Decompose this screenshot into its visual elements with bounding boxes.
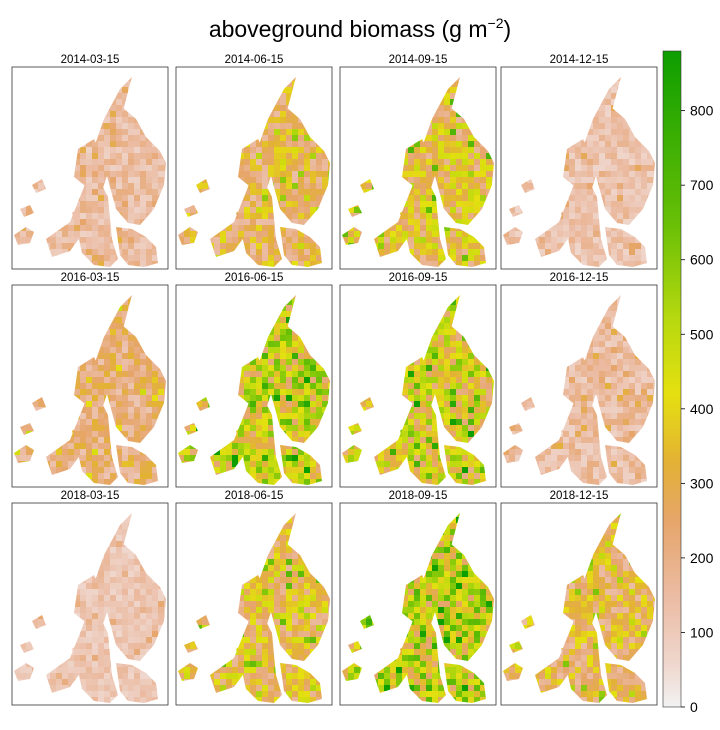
map-panel: 2016-06-15 — [175, 272, 333, 488]
panel-date-label: 2016-12-15 — [550, 272, 609, 284]
colorbar-tick-label: 800 — [690, 103, 714, 119]
map-panel: 2014-06-15 — [175, 54, 333, 270]
panel-date-label: 2018-09-15 — [389, 490, 448, 502]
panel-date-label: 2018-06-15 — [225, 490, 284, 502]
map-panel: 2016-03-15 — [11, 272, 169, 488]
panel-date-label: 2014-12-15 — [550, 54, 609, 66]
panel-date-label: 2014-06-15 — [225, 54, 284, 66]
colorbar-tick-label: 300 — [690, 475, 714, 491]
map-panel: 2014-09-15 — [339, 54, 497, 270]
chart-title: aboveground biomass (g m−2) — [209, 15, 511, 42]
map-panel: 2014-03-15 — [11, 54, 169, 270]
colorbar-gradient — [662, 50, 682, 708]
colorbar-tick-label: 500 — [690, 326, 714, 342]
title-suffix: ) — [504, 16, 512, 42]
map-panel: 2018-09-15 — [339, 490, 497, 706]
panel-date-label: 2016-06-15 — [225, 272, 284, 284]
colorbar-tick-label: 700 — [690, 177, 714, 193]
panel-date-label: 2018-03-15 — [61, 490, 120, 502]
map-panel: 2014-12-15 — [500, 54, 658, 270]
panel-date-label: 2014-03-15 — [61, 54, 120, 66]
colorbar: 0 100 200 300 400 500 600 700 800 — [662, 50, 714, 715]
panel-date-label: 2018-12-15 — [550, 490, 609, 502]
map-panel: 2018-03-15 — [11, 490, 169, 706]
colorbar-tick-label: 0 — [690, 699, 698, 715]
panel-date-label: 2016-03-15 — [61, 272, 120, 284]
colorbar-tick-label: 600 — [690, 252, 714, 268]
colorbar-tick-label: 100 — [690, 624, 714, 640]
title-superscript: −2 — [488, 15, 504, 31]
map-panel: 2018-06-15 — [175, 490, 333, 706]
panel-date-label: 2014-09-15 — [389, 54, 448, 66]
map-panel: 2016-12-15 — [500, 272, 658, 488]
panel-date-label: 2016-09-15 — [389, 272, 448, 284]
colorbar-tick-label: 200 — [690, 550, 714, 566]
map-panel: 2016-09-15 — [339, 272, 497, 488]
panel-grid: 2014-03-15 2014-06-15 2014-09-15 2014-12-15… — [11, 54, 658, 706]
colorbar-tick-label: 400 — [690, 401, 714, 417]
map-panel: 2018-12-15 — [500, 490, 658, 706]
title-main: aboveground biomass (g m — [209, 16, 488, 42]
